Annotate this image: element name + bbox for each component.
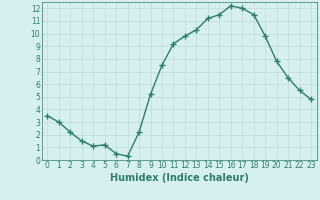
X-axis label: Humidex (Indice chaleur): Humidex (Indice chaleur) — [110, 173, 249, 183]
